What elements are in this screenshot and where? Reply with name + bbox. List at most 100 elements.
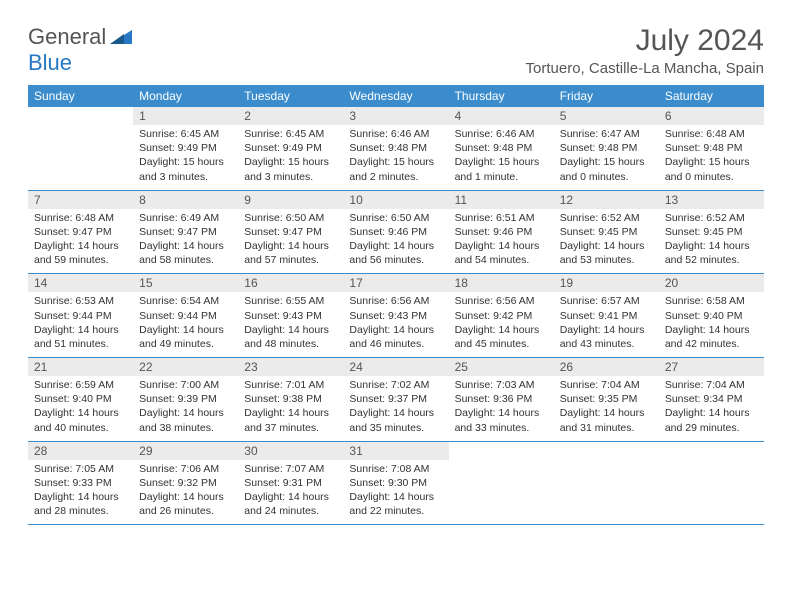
sunrise-text: Sunrise: 6:48 AM: [34, 211, 127, 225]
day-cell: 22Sunrise: 7:00 AMSunset: 9:39 PMDayligh…: [133, 358, 238, 441]
sunset-text: Sunset: 9:48 PM: [560, 141, 653, 155]
day-content: Sunrise: 6:48 AMSunset: 9:48 PMDaylight:…: [659, 125, 764, 190]
day-cell: [554, 442, 659, 525]
day-number: 31: [343, 442, 448, 460]
day-number: 22: [133, 358, 238, 376]
day-number: 20: [659, 274, 764, 292]
logo-text-blue: Blue: [28, 50, 72, 76]
daylight-text: Daylight: 14 hours and 58 minutes.: [139, 239, 232, 267]
day-cell: 2Sunrise: 6:45 AMSunset: 9:49 PMDaylight…: [238, 107, 343, 190]
sunrise-text: Sunrise: 6:47 AM: [560, 127, 653, 141]
day-cell: 15Sunrise: 6:54 AMSunset: 9:44 PMDayligh…: [133, 274, 238, 357]
day-content: Sunrise: 6:51 AMSunset: 9:46 PMDaylight:…: [449, 209, 554, 274]
daylight-text: Daylight: 14 hours and 46 minutes.: [349, 323, 442, 351]
sunset-text: Sunset: 9:46 PM: [349, 225, 442, 239]
sunrise-text: Sunrise: 6:49 AM: [139, 211, 232, 225]
weekday-header: Thursday: [449, 85, 554, 107]
day-cell: 18Sunrise: 6:56 AMSunset: 9:42 PMDayligh…: [449, 274, 554, 357]
day-cell: 12Sunrise: 6:52 AMSunset: 9:45 PMDayligh…: [554, 191, 659, 274]
day-content: Sunrise: 7:03 AMSunset: 9:36 PMDaylight:…: [449, 376, 554, 441]
sunrise-text: Sunrise: 6:57 AM: [560, 294, 653, 308]
sunset-text: Sunset: 9:38 PM: [244, 392, 337, 406]
sunset-text: Sunset: 9:43 PM: [349, 309, 442, 323]
sunset-text: Sunset: 9:41 PM: [560, 309, 653, 323]
day-content: Sunrise: 6:56 AMSunset: 9:42 PMDaylight:…: [449, 292, 554, 357]
daylight-text: Daylight: 14 hours and 54 minutes.: [455, 239, 548, 267]
weekday-header: Friday: [554, 85, 659, 107]
sunrise-text: Sunrise: 6:53 AM: [34, 294, 127, 308]
day-number: 19: [554, 274, 659, 292]
day-content: Sunrise: 7:04 AMSunset: 9:34 PMDaylight:…: [659, 376, 764, 441]
sunrise-text: Sunrise: 6:55 AM: [244, 294, 337, 308]
sunset-text: Sunset: 9:37 PM: [349, 392, 442, 406]
calendar: SundayMondayTuesdayWednesdayThursdayFrid…: [28, 85, 764, 525]
sunrise-text: Sunrise: 7:04 AM: [560, 378, 653, 392]
day-cell: 17Sunrise: 6:56 AMSunset: 9:43 PMDayligh…: [343, 274, 448, 357]
sunset-text: Sunset: 9:44 PM: [139, 309, 232, 323]
day-cell: 9Sunrise: 6:50 AMSunset: 9:47 PMDaylight…: [238, 191, 343, 274]
sunrise-text: Sunrise: 7:04 AM: [665, 378, 758, 392]
triangle-icon: [110, 24, 132, 50]
day-cell: 28Sunrise: 7:05 AMSunset: 9:33 PMDayligh…: [28, 442, 133, 525]
day-number: 9: [238, 191, 343, 209]
day-content: Sunrise: 7:07 AMSunset: 9:31 PMDaylight:…: [238, 460, 343, 525]
day-cell: 1Sunrise: 6:45 AMSunset: 9:49 PMDaylight…: [133, 107, 238, 190]
day-number: 14: [28, 274, 133, 292]
weekday-header-row: SundayMondayTuesdayWednesdayThursdayFrid…: [28, 85, 764, 107]
day-cell: [659, 442, 764, 525]
day-content: Sunrise: 6:54 AMSunset: 9:44 PMDaylight:…: [133, 292, 238, 357]
daylight-text: Daylight: 14 hours and 31 minutes.: [560, 406, 653, 434]
sunrise-text: Sunrise: 6:59 AM: [34, 378, 127, 392]
sunrise-text: Sunrise: 7:00 AM: [139, 378, 232, 392]
day-cell: 19 Sunrise: 6:57 AMSunset: 9:41 PMDayligh…: [554, 274, 659, 357]
day-cell: [28, 107, 133, 190]
daylight-text: Daylight: 14 hours and 42 minutes.: [665, 323, 758, 351]
sunset-text: Sunset: 9:47 PM: [34, 225, 127, 239]
daylight-text: Daylight: 14 hours and 45 minutes.: [455, 323, 548, 351]
day-number: 3: [343, 107, 448, 125]
day-number: 7: [28, 191, 133, 209]
day-cell: 23Sunrise: 7:01 AMSunset: 9:38 PMDayligh…: [238, 358, 343, 441]
day-content: Sunrise: 6:53 AMSunset: 9:44 PMDaylight:…: [28, 292, 133, 357]
day-content: Sunrise: 6:48 AMSunset: 9:47 PMDaylight:…: [28, 209, 133, 274]
day-content: Sunrise: 6:45 AMSunset: 9:49 PMDaylight:…: [238, 125, 343, 190]
sunset-text: Sunset: 9:32 PM: [139, 476, 232, 490]
sunrise-text: Sunrise: 6:50 AM: [244, 211, 337, 225]
sunset-text: Sunset: 9:49 PM: [244, 141, 337, 155]
day-content: Sunrise: 6:56 AMSunset: 9:43 PMDaylight:…: [343, 292, 448, 357]
daylight-text: Daylight: 15 hours and 0 minutes.: [560, 155, 653, 183]
day-number: [554, 442, 659, 460]
weeks-container: 1Sunrise: 6:45 AMSunset: 9:49 PMDaylight…: [28, 107, 764, 525]
daylight-text: Daylight: 14 hours and 51 minutes.: [34, 323, 127, 351]
week-row: 1Sunrise: 6:45 AMSunset: 9:49 PMDaylight…: [28, 107, 764, 191]
daylight-text: Daylight: 14 hours and 59 minutes.: [34, 239, 127, 267]
location-text: Tortuero, Castille-La Mancha, Spain: [526, 60, 764, 77]
day-cell: 8Sunrise: 6:49 AMSunset: 9:47 PMDaylight…: [133, 191, 238, 274]
daylight-text: Daylight: 14 hours and 29 minutes.: [665, 406, 758, 434]
day-number: 8: [133, 191, 238, 209]
sunrise-text: Sunrise: 7:01 AM: [244, 378, 337, 392]
day-content: Sunrise: 6:46 AMSunset: 9:48 PMDaylight:…: [449, 125, 554, 190]
sunset-text: Sunset: 9:36 PM: [455, 392, 548, 406]
daylight-text: Daylight: 14 hours and 40 minutes.: [34, 406, 127, 434]
sunrise-text: Sunrise: 7:06 AM: [139, 462, 232, 476]
day-cell: 11Sunrise: 6:51 AMSunset: 9:46 PMDayligh…: [449, 191, 554, 274]
daylight-text: Daylight: 15 hours and 0 minutes.: [665, 155, 758, 183]
sunset-text: Sunset: 9:44 PM: [34, 309, 127, 323]
day-cell: 27Sunrise: 7:04 AMSunset: 9:34 PMDayligh…: [659, 358, 764, 441]
daylight-text: Daylight: 15 hours and 2 minutes.: [349, 155, 442, 183]
day-content: Sunrise: 6:50 AMSunset: 9:47 PMDaylight:…: [238, 209, 343, 274]
day-content: Sunrise: 6:55 AMSunset: 9:43 PMDaylight:…: [238, 292, 343, 357]
sunrise-text: Sunrise: 6:54 AM: [139, 294, 232, 308]
day-number: 25: [449, 358, 554, 376]
sunset-text: Sunset: 9:35 PM: [560, 392, 653, 406]
sunrise-text: Sunrise: 7:05 AM: [34, 462, 127, 476]
month-title: July 2024: [526, 24, 764, 58]
daylight-text: Daylight: 14 hours and 26 minutes.: [139, 490, 232, 518]
weekday-header: Sunday: [28, 85, 133, 107]
daylight-text: Daylight: 14 hours and 43 minutes.: [560, 323, 653, 351]
day-content: Sunrise: 7:02 AMSunset: 9:37 PMDaylight:…: [343, 376, 448, 441]
daylight-text: Daylight: 14 hours and 49 minutes.: [139, 323, 232, 351]
day-content: Sunrise: 7:04 AMSunset: 9:35 PMDaylight:…: [554, 376, 659, 441]
day-number: 11: [449, 191, 554, 209]
